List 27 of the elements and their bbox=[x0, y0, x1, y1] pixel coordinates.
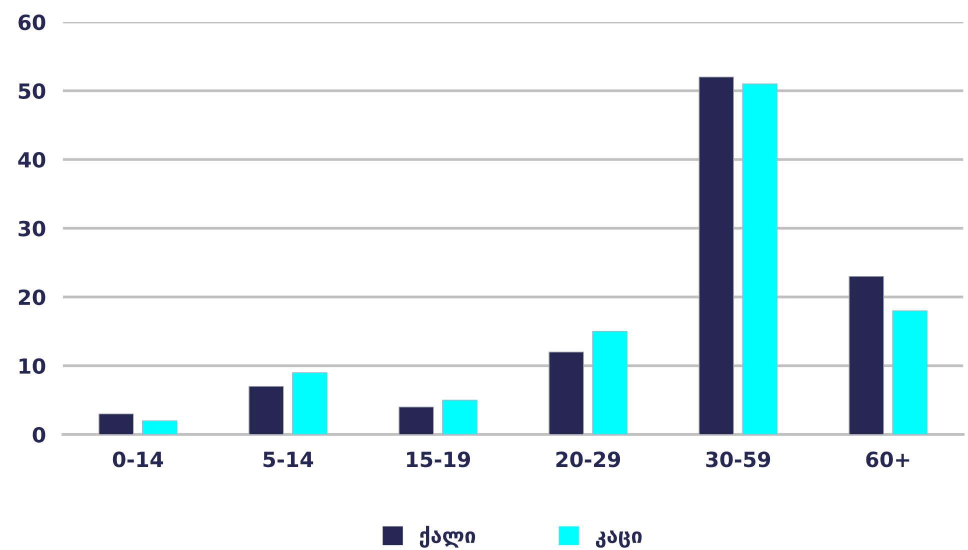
y-tick-label: 30 bbox=[18, 220, 46, 236]
bar bbox=[442, 400, 478, 434]
y-tick-label: 0 bbox=[32, 426, 46, 443]
bar bbox=[98, 413, 134, 434]
x-tick-label: 20-29 bbox=[556, 452, 620, 468]
y-tick-label: 20 bbox=[18, 289, 46, 306]
y-tick-label: 50 bbox=[18, 83, 46, 99]
bar bbox=[742, 83, 778, 434]
bar bbox=[142, 420, 178, 434]
bar bbox=[848, 276, 884, 434]
bar bbox=[698, 76, 734, 434]
bar bbox=[398, 406, 434, 434]
bar bbox=[292, 372, 328, 434]
y-tick-label: 10 bbox=[20, 358, 46, 374]
y-tick-label: 40 bbox=[18, 152, 46, 168]
legend-label: კაცი bbox=[596, 530, 642, 548]
y-tick-label: 60 bbox=[18, 14, 46, 30]
x-tick-label: 60+ bbox=[866, 452, 910, 468]
bar bbox=[892, 310, 928, 434]
bar bbox=[592, 330, 628, 434]
x-tick-label: 15-19 bbox=[407, 452, 470, 468]
bar bbox=[548, 352, 584, 434]
legend-label: ქალი bbox=[420, 526, 476, 548]
x-tick-label: 0-14 bbox=[112, 452, 164, 468]
bar bbox=[248, 386, 284, 434]
x-tick-label: 30-59 bbox=[706, 452, 770, 468]
x-tick-label: 5-14 bbox=[264, 452, 314, 468]
